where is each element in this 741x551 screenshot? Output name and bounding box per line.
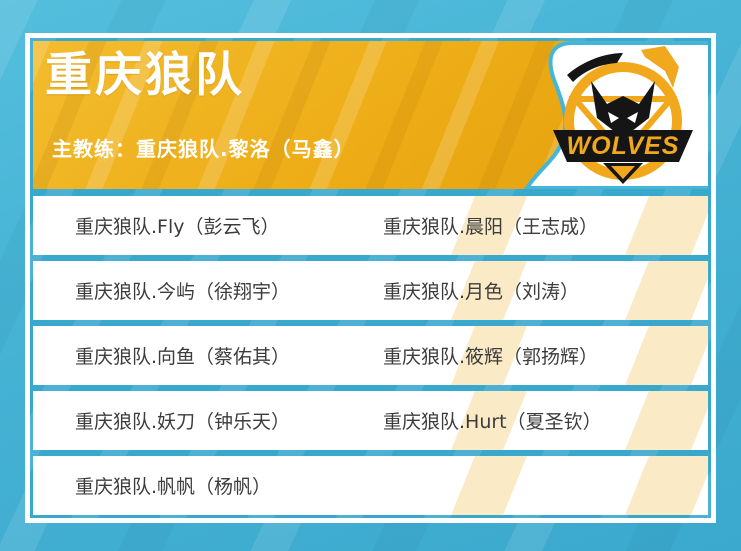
team-name: 重庆狼队 — [45, 48, 245, 103]
roster-row: 重庆狼队.今屿（徐翔宇） 重庆狼队.月色（刘涛） — [33, 261, 708, 320]
wolf-face-icon — [591, 81, 655, 138]
player-name-left: 重庆狼队.向鱼（蔡佑其） — [75, 346, 291, 368]
player-name-right: 重庆狼队.晨阳（王志成） — [383, 216, 599, 238]
roster-row: 重庆狼队.Fly（彭云飞） 重庆狼队.晨阳（王志成） — [33, 196, 708, 255]
roster-row: 重庆狼队.妖刀（钟乐天） 重庆狼队.Hurt（夏圣钦） — [33, 391, 708, 450]
wolves-banner — [553, 130, 693, 162]
team-logo: WOLVES — [524, 41, 708, 189]
wolf-head-flame-icon — [641, 46, 679, 88]
banner-tip-gold — [611, 166, 635, 179]
wolf-swoosh-icon — [567, 53, 623, 82]
head-coach-line: 主教练：重庆狼队.黎洛（马鑫） — [52, 137, 355, 161]
wolf-eye-left — [608, 112, 619, 123]
player-name-right: 重庆狼队.Hurt（夏圣钦） — [383, 411, 602, 433]
card-header: 重庆狼队 主教练：重庆狼队.黎洛（马鑫） WOLVES — [33, 41, 708, 189]
roster-row: 重庆狼队.向鱼（蔡佑其） 重庆狼队.筱辉（郭扬辉） — [33, 326, 708, 385]
roster-row: 重庆狼队.帆帆（杨帆） — [33, 456, 708, 515]
wolf-eye-right — [627, 112, 638, 123]
wolves-wordmark: WOLVES — [567, 132, 680, 160]
player-name-right: 重庆狼队.月色（刘涛） — [383, 281, 580, 303]
player-name-left: 重庆狼队.帆帆（杨帆） — [75, 476, 272, 498]
player-name-left: 重庆狼队.今屿（徐翔宇） — [75, 281, 291, 303]
player-name-left: 重庆狼队.妖刀（钟乐天） — [75, 411, 291, 433]
roster: 重庆狼队.Fly（彭云飞） 重庆狼队.晨阳（王志成） 重庆狼队.今屿（徐翔宇） … — [33, 196, 708, 515]
roster-card: 重庆狼队 主教练：重庆狼队.黎洛（马鑫） WOLVES 重庆狼队.Fl — [25, 33, 716, 523]
player-name-left: 重庆狼队.Fly（彭云飞） — [75, 216, 280, 238]
player-name-right: 重庆狼队.筱辉（郭扬辉） — [383, 346, 599, 368]
